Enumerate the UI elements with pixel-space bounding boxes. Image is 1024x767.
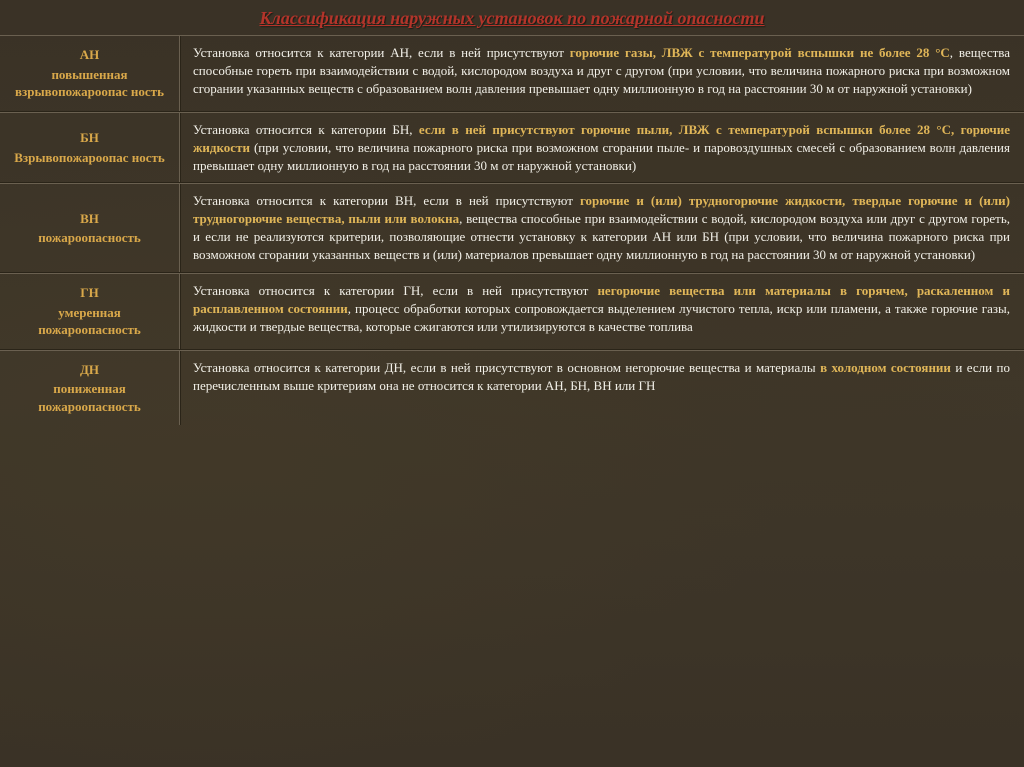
description-cell: Установка относится к категории АН, если… bbox=[180, 36, 1024, 111]
table-row: АН повышенная взрывопожароопас ность Уст… bbox=[0, 35, 1024, 112]
category-code: ВН bbox=[80, 210, 99, 228]
category-label: пожароопасность bbox=[38, 229, 141, 247]
category-code: ДН bbox=[80, 361, 99, 379]
desc-highlight: горючие газы, ЛВЖ с температурой вспышки… bbox=[570, 45, 950, 60]
table-row: БН Взрывопожароопас ность Установка отно… bbox=[0, 112, 1024, 184]
category-cell: БН Взрывопожароопас ность bbox=[0, 113, 180, 183]
category-cell: ГН умеренная пожароопасность bbox=[0, 274, 180, 349]
desc-suffix: (при условии, что величина пожарного рис… bbox=[193, 140, 1010, 173]
category-code: ГН bbox=[80, 284, 98, 302]
category-code: БН bbox=[80, 129, 99, 147]
description-cell: Установка относится к категории БН, если… bbox=[180, 113, 1024, 183]
category-label: повышенная взрывопожароопас ность bbox=[8, 66, 171, 101]
table-row: ВН пожароопасность Установка относится к… bbox=[0, 183, 1024, 273]
desc-prefix: Установка относится к категории ДН, если… bbox=[193, 360, 820, 375]
category-label: пониженная пожароопасность bbox=[8, 380, 171, 415]
description-cell: Установка относится к категории ДН, если… bbox=[180, 351, 1024, 426]
slide-title: Классификация наружных установок по пожа… bbox=[0, 0, 1024, 35]
classification-table: АН повышенная взрывопожароопас ность Уст… bbox=[0, 35, 1024, 767]
category-cell: ДН пониженная пожароопасность bbox=[0, 351, 180, 426]
desc-prefix: Установка относится к категории БН, bbox=[193, 122, 419, 137]
category-code: АН bbox=[80, 46, 100, 64]
desc-highlight: в холодном состоянии bbox=[820, 360, 951, 375]
desc-prefix: Установка относится к категории ВН, если… bbox=[193, 193, 580, 208]
slide-container: Классификация наружных установок по пожа… bbox=[0, 0, 1024, 767]
table-row: ДН пониженная пожароопасность Установка … bbox=[0, 350, 1024, 426]
description-cell: Установка относится к категории ВН, если… bbox=[180, 184, 1024, 272]
desc-prefix: Установка относится к категории ГН, если… bbox=[193, 283, 597, 298]
desc-prefix: Установка относится к категории АН, если… bbox=[193, 45, 570, 60]
category-cell: АН повышенная взрывопожароопас ность bbox=[0, 36, 180, 111]
description-cell: Установка относится к категории ГН, если… bbox=[180, 274, 1024, 349]
category-cell: ВН пожароопасность bbox=[0, 184, 180, 272]
table-row: ГН умеренная пожароопасность Установка о… bbox=[0, 273, 1024, 350]
category-label: умеренная пожароопасность bbox=[8, 304, 171, 339]
category-label: Взрывопожароопас ность bbox=[14, 149, 165, 167]
